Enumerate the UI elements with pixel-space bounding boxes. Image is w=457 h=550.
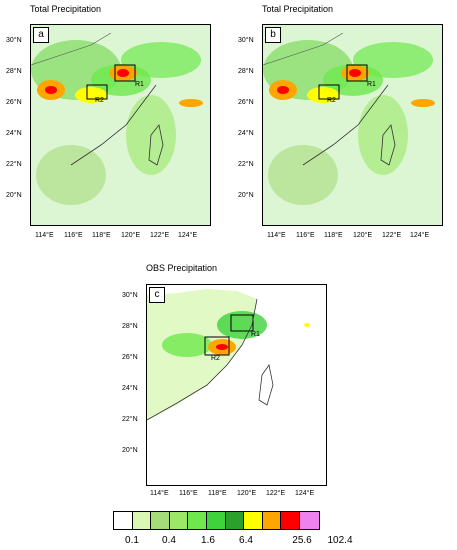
- lat-label-b-28n: 28°N: [238, 68, 254, 75]
- colorbar-label: 0.4: [162, 535, 176, 546]
- map-a-field: [31, 25, 210, 225]
- lat-label-a-30n: 30°N: [6, 37, 22, 44]
- panel-b-title: Total Precipitation: [262, 4, 334, 14]
- lat-label-a-24n: 24°N: [6, 130, 22, 137]
- map-b-field: [263, 25, 442, 225]
- map-panel-a: a R1 R2: [30, 24, 211, 226]
- colorbar-label: 0.1: [125, 535, 139, 546]
- panel-b-letter: b: [265, 27, 281, 43]
- colorbar-cell: [188, 512, 207, 529]
- map-c-field: [147, 289, 310, 421]
- panel-a-title: Total Precipitation: [30, 4, 102, 14]
- lon-label-b-120e: 120°E: [353, 232, 373, 239]
- lon-label-a-114e: 114°E: [35, 232, 54, 239]
- lon-label-c-124e: 124°E: [295, 490, 315, 497]
- map-panel-c: c R1 R2: [146, 284, 327, 486]
- colorbar-label: 1.6: [201, 535, 215, 546]
- lat-label-c-20n: 20°N: [122, 447, 138, 454]
- colorbar-cell: [262, 512, 282, 529]
- lon-label-a-118e: 118°E: [92, 232, 111, 239]
- map-b-label-r2: R2: [327, 97, 336, 104]
- lat-label-b-26n: 26°N: [238, 99, 254, 106]
- lon-label-b-124e: 124°E: [410, 232, 430, 239]
- lon-label-a-116e: 116°E: [64, 232, 83, 239]
- lon-label-c-116e: 116°E: [179, 490, 198, 497]
- lon-label-c-120e: 120°E: [237, 490, 257, 497]
- colorbar-cell: [225, 512, 245, 529]
- colorbar: [113, 511, 320, 530]
- map-a-label-r2: R2: [95, 97, 104, 104]
- colorbar-label: 6.4: [239, 535, 253, 546]
- colorbar-cell: [206, 512, 226, 529]
- lon-label-a-122e: 122°E: [150, 232, 170, 239]
- lon-label-b-118e: 118°E: [324, 232, 343, 239]
- colorbar-label: 102.4: [327, 535, 353, 546]
- lat-label-a-26n: 26°N: [6, 99, 22, 106]
- lat-label-c-30n: 30°N: [122, 292, 138, 299]
- lat-label-c-22n: 22°N: [122, 416, 138, 423]
- lat-label-c-28n: 28°N: [122, 323, 138, 330]
- lat-label-c-24n: 24°N: [122, 385, 138, 392]
- lat-label-c-26n: 26°N: [122, 354, 138, 361]
- lat-label-b-30n: 30°N: [238, 37, 254, 44]
- lat-label-b-22n: 22°N: [238, 161, 254, 168]
- colorbar-cell: [299, 512, 319, 529]
- map-panel-b: b R1 R2: [262, 24, 443, 226]
- lon-label-a-124e: 124°E: [178, 232, 198, 239]
- lon-label-c-114e: 114°E: [150, 490, 169, 497]
- lon-label-a-120e: 120°E: [121, 232, 141, 239]
- lat-label-b-24n: 24°N: [238, 130, 254, 137]
- map-c-label-r1: R1: [251, 331, 260, 338]
- lon-label-b-116e: 116°E: [296, 232, 315, 239]
- lon-label-c-122e: 122°E: [266, 490, 286, 497]
- lon-label-c-118e: 118°E: [208, 490, 227, 497]
- panel-c-title: OBS Precipitation: [146, 263, 218, 273]
- lat-label-a-20n: 20°N: [6, 192, 22, 199]
- colorbar-cell: [169, 512, 189, 529]
- map-c-label-r2: R2: [211, 355, 220, 362]
- colorbar-cell: [114, 512, 133, 529]
- lat-label-b-20n: 20°N: [238, 192, 254, 199]
- colorbar-cell: [132, 512, 152, 529]
- map-b-label-r1: R1: [367, 81, 376, 88]
- lon-label-b-114e: 114°E: [267, 232, 286, 239]
- panel-a-letter: a: [33, 27, 49, 43]
- colorbar-cell: [281, 512, 300, 529]
- lat-label-a-22n: 22°N: [6, 161, 22, 168]
- colorbar-label: 25.6: [292, 535, 312, 546]
- lon-label-b-122e: 122°E: [382, 232, 402, 239]
- colorbar-cell: [244, 512, 263, 529]
- lat-label-a-28n: 28°N: [6, 68, 22, 75]
- map-a-label-r1: R1: [135, 81, 144, 88]
- panel-c-letter: c: [149, 287, 165, 303]
- colorbar-cell: [151, 512, 170, 529]
